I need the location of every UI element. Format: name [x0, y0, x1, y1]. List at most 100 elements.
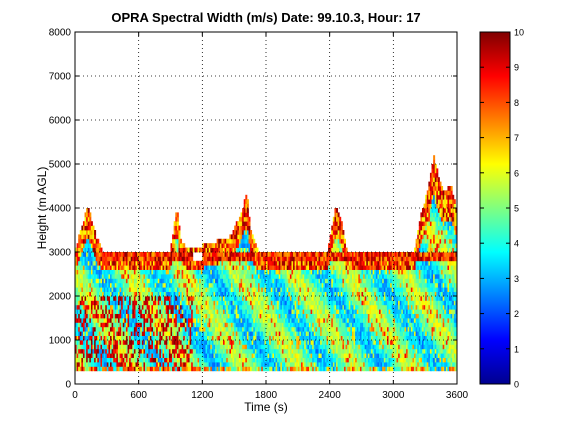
heatmap-cell: [339, 348, 342, 354]
heatmap-cell: [125, 335, 128, 341]
heatmap-cell: [130, 318, 133, 323]
heatmap-cell: [124, 287, 127, 292]
heatmap-cell: [251, 353, 254, 358]
heatmap-cell: [245, 260, 248, 266]
heatmap-cell: [240, 274, 243, 279]
heatmap-cell: [304, 304, 307, 310]
heatmap-cell: [92, 282, 95, 288]
heatmap-cell: [337, 304, 340, 310]
heatmap-cell: [302, 291, 305, 297]
heatmap-cell: [213, 243, 216, 248]
heatmap-cell: [114, 309, 117, 314]
heatmap-cell: [75, 278, 77, 284]
heatmap-cell: [213, 296, 216, 301]
heatmap-cell: [175, 260, 178, 266]
heatmap-cell: [301, 318, 304, 323]
heatmap-cell: [160, 348, 163, 354]
heatmap-cell: [343, 357, 346, 363]
heatmap-cell: [269, 282, 272, 288]
heatmap-cell: [135, 348, 138, 354]
heatmap-cell: [280, 344, 283, 350]
heatmap-cell: [135, 335, 138, 341]
heatmap-cell: [129, 282, 132, 288]
heatmap-cell: [199, 348, 202, 354]
heatmap-cell: [194, 344, 197, 350]
heatmap-cell: [320, 296, 323, 301]
heatmap-cell: [238, 278, 241, 284]
heatmap-cell: [94, 318, 97, 323]
heatmap-cell: [291, 331, 294, 336]
heatmap-cell: [273, 335, 276, 341]
heatmap-cell: [133, 344, 136, 350]
heatmap-cell: [308, 291, 311, 297]
heatmap-cell: [331, 243, 334, 248]
heatmap-cell: [345, 291, 348, 297]
heatmap-cell: [342, 344, 345, 350]
heatmap-cell: [173, 247, 176, 253]
heatmap-cell: [242, 234, 245, 240]
heatmap-cell: [329, 313, 332, 319]
heatmap-cell: [125, 322, 128, 328]
heatmap-cell: [125, 348, 128, 354]
heatmap-cell: [324, 291, 327, 297]
heatmap-cell: [294, 265, 297, 270]
heatmap-cell: [191, 353, 194, 358]
heatmap-cell: [116, 256, 119, 262]
heatmap-cell: [324, 252, 327, 257]
heatmap-cell: [302, 282, 305, 288]
heatmap-cell: [176, 269, 179, 275]
heatmap-cell: [342, 234, 345, 240]
heatmap-cell: [269, 331, 272, 336]
heatmap-cell: [151, 304, 154, 310]
heatmap-cell: [223, 309, 226, 314]
heatmap-cell: [331, 278, 334, 284]
heatmap-cell: [86, 216, 89, 222]
heatmap-cell: [191, 247, 194, 253]
heatmap-cell: [113, 252, 116, 257]
heatmap-cell: [256, 300, 259, 306]
heatmap-cell: [181, 309, 184, 314]
heatmap-cell: [259, 335, 262, 341]
heatmap-cell: [117, 278, 120, 284]
heatmap-cell: [135, 274, 138, 279]
heatmap-cell: [211, 274, 214, 279]
heatmap-cell: [329, 282, 332, 288]
heatmap-cell: [221, 282, 224, 288]
heatmap-cell: [151, 353, 154, 358]
heatmap-cell: [288, 357, 291, 363]
heatmap-cell: [340, 326, 343, 332]
heatmap-cell: [259, 362, 262, 367]
heatmap-cell: [195, 287, 198, 292]
heatmap-cell: [242, 238, 245, 244]
heatmap-cell: [170, 362, 173, 367]
heatmap-cell: [165, 260, 168, 266]
heatmap-cell: [229, 274, 232, 279]
heatmap-cell: [307, 265, 310, 270]
heatmap-cell: [165, 278, 168, 284]
heatmap-cell: [347, 331, 350, 336]
heatmap-cell: [76, 344, 79, 350]
heatmap-cell: [332, 318, 335, 323]
heatmap-cell: [245, 331, 248, 336]
heatmap-cell: [87, 265, 90, 270]
heatmap-cell: [259, 326, 262, 332]
heatmap-cell: [238, 256, 241, 262]
heatmap-cell: [281, 344, 284, 350]
heatmap-cell: [339, 260, 342, 266]
heatmap-cell: [100, 348, 103, 354]
heatmap-cell: [251, 247, 254, 253]
heatmap-cell: [285, 348, 288, 354]
heatmap-cell: [270, 344, 273, 350]
heatmap-cell: [188, 291, 190, 297]
heatmap-cell: [262, 340, 265, 345]
heatmap-cell: [81, 243, 84, 248]
heatmap-cell: [283, 318, 286, 323]
heatmap-cell: [223, 282, 226, 288]
heatmap-cell: [114, 278, 117, 284]
heatmap-cell: [119, 296, 122, 301]
heatmap-cell: [79, 331, 82, 336]
heatmap-cell: [264, 304, 267, 310]
heatmap-cell: [165, 348, 168, 354]
heatmap-cell: [170, 322, 173, 328]
heatmap-cell: [116, 278, 119, 284]
